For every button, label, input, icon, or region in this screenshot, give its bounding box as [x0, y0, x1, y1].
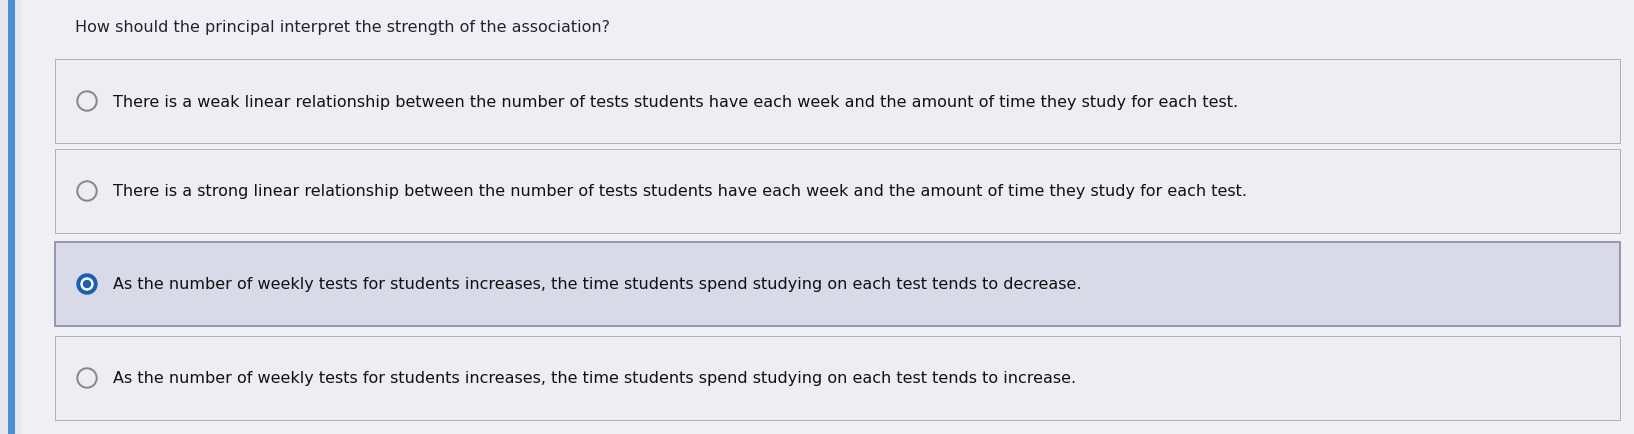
Circle shape [77, 92, 96, 112]
Circle shape [78, 94, 95, 110]
Circle shape [77, 181, 96, 201]
FancyBboxPatch shape [56, 336, 1619, 420]
FancyBboxPatch shape [8, 0, 15, 434]
Text: How should the principal interpret the strength of the association?: How should the principal interpret the s… [75, 20, 609, 35]
FancyBboxPatch shape [21, 0, 1634, 434]
Circle shape [78, 370, 95, 386]
FancyBboxPatch shape [56, 150, 1619, 233]
Circle shape [82, 278, 93, 290]
FancyBboxPatch shape [56, 60, 1619, 144]
Text: There is a weak linear relationship between the number of tests students have ea: There is a weak linear relationship betw… [113, 94, 1239, 109]
Circle shape [78, 184, 95, 200]
Circle shape [83, 281, 90, 288]
Circle shape [77, 274, 96, 294]
FancyBboxPatch shape [56, 243, 1619, 326]
Circle shape [77, 368, 96, 388]
Text: As the number of weekly tests for students increases, the time students spend st: As the number of weekly tests for studen… [113, 277, 1082, 292]
Text: There is a strong linear relationship between the number of tests students have : There is a strong linear relationship be… [113, 184, 1247, 199]
Text: As the number of weekly tests for students increases, the time students spend st: As the number of weekly tests for studen… [113, 371, 1077, 386]
